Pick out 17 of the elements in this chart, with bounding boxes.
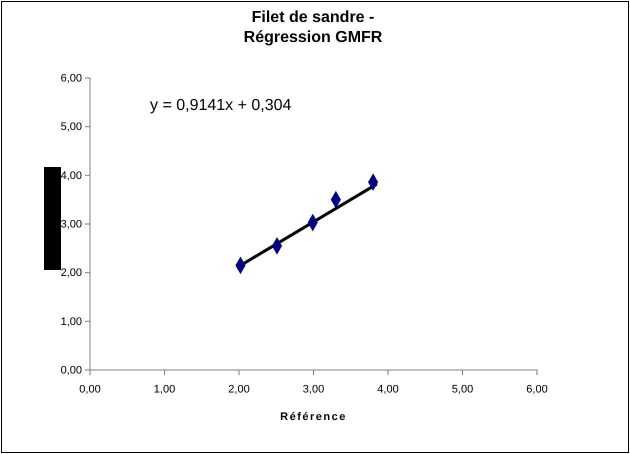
x-tick-label: 3,00 [302,383,324,396]
y-tick-label: 4,00 [60,170,82,182]
annotation: y = 0,9141x + 0,304 [150,97,292,114]
y-tick-label: 6,00 [60,72,82,85]
x-tick-label: 6,00 [526,383,548,396]
y-tick-label: 0,00 [60,364,82,377]
x-tick-label: 4,00 [377,383,399,396]
x-tick-label: 2,00 [228,383,250,396]
y-tick-label: 2,00 [60,267,82,280]
x-tick-label: 1,00 [154,383,176,396]
x-tick-label: 0,00 [79,383,101,396]
y-tick-label: 1,00 [60,316,82,328]
y-tick-label: 5,00 [60,121,82,134]
x-axis-title: Référence [280,411,347,423]
y-tick-label: 3,00 [60,218,82,231]
chart-title: Filet de sandre - Régression GMFR [244,9,383,46]
x-tick-label: 5,00 [452,383,474,396]
